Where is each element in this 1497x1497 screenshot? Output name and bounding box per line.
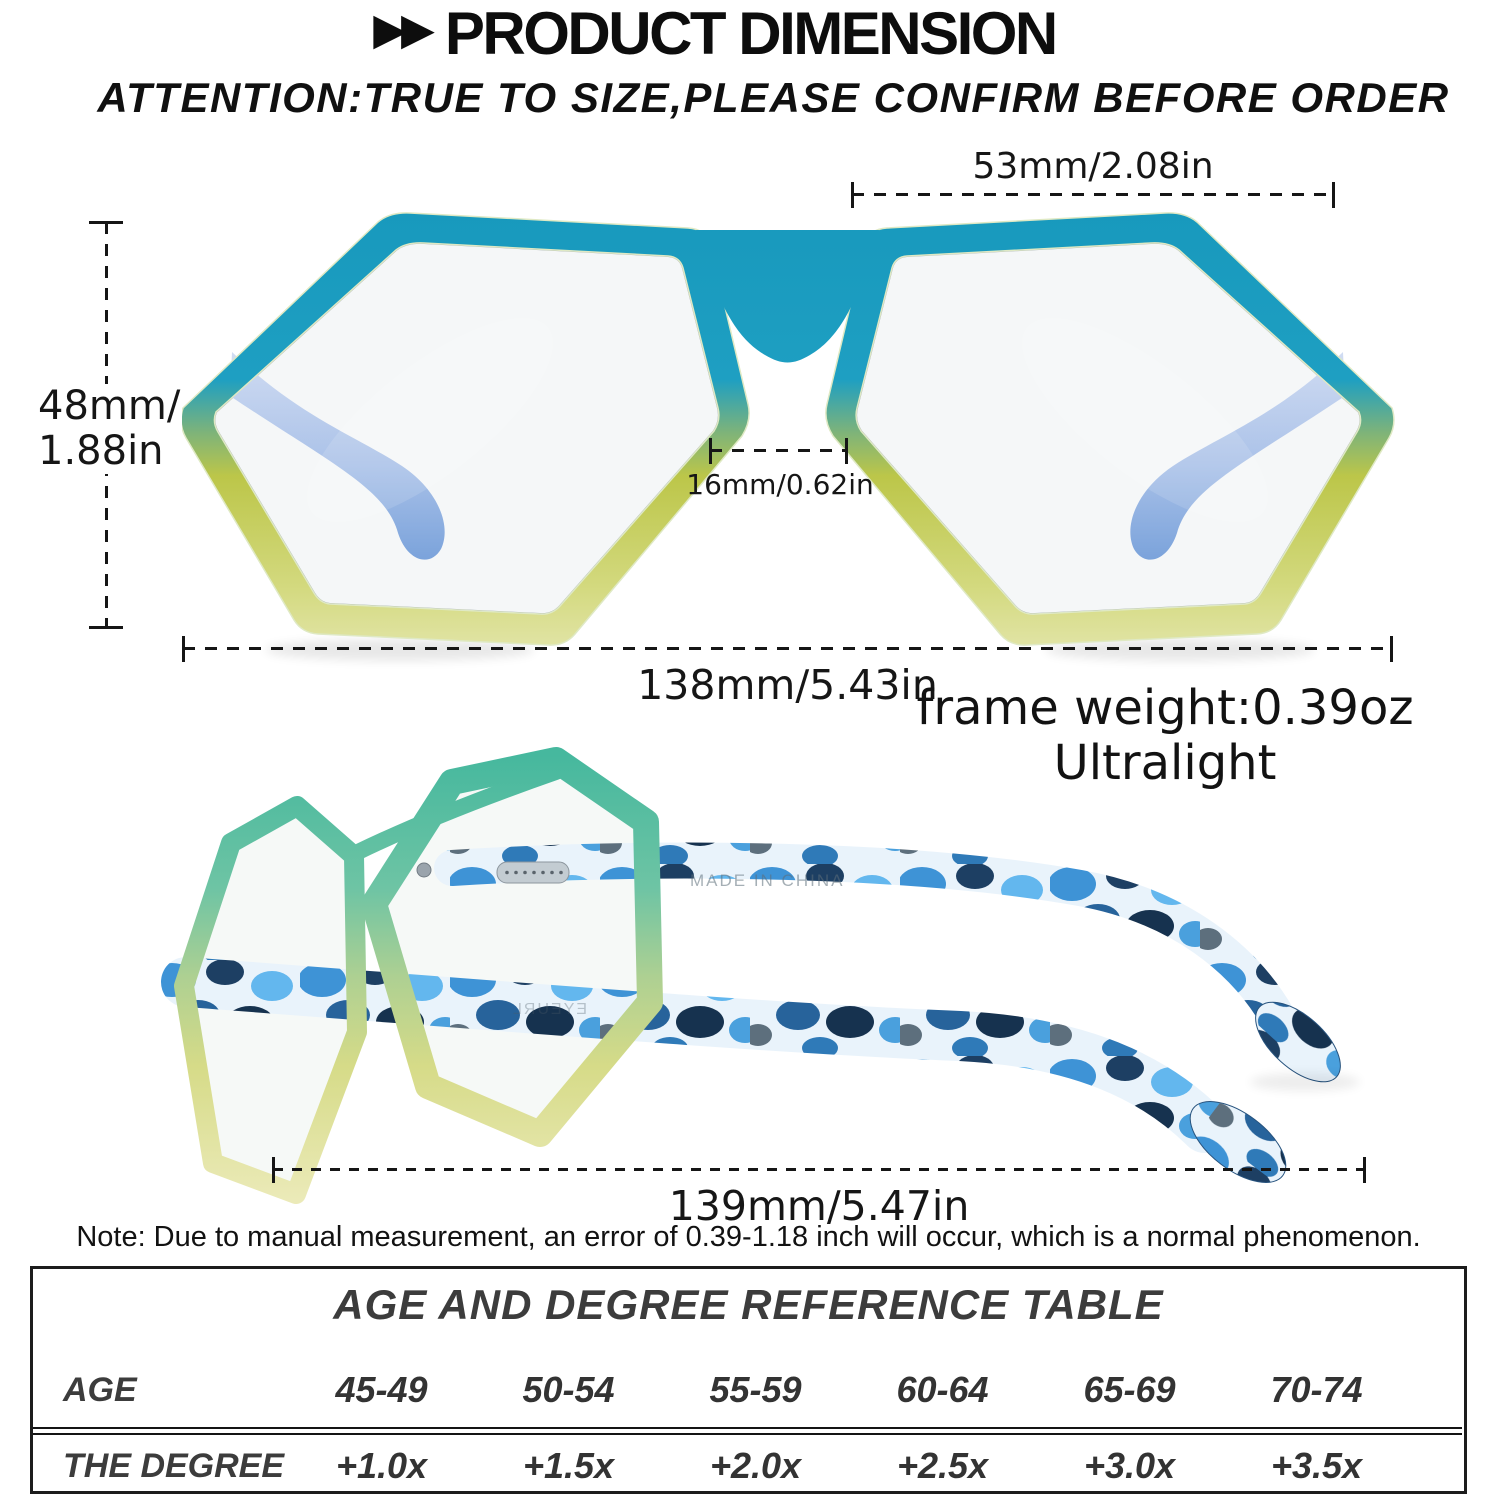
lens-highlight <box>1022 317 1268 523</box>
bridge-width-label: 16mm/0.62in <box>686 468 874 501</box>
degree-cell: +2.5x <box>896 1445 989 1486</box>
age-cell: 70-74 <box>1270 1369 1363 1410</box>
degree-cell: +3.5x <box>1270 1445 1363 1486</box>
lens-highlight <box>307 317 553 523</box>
degree-cell: +2.0x <box>709 1445 802 1486</box>
bridge <box>696 230 879 363</box>
lens-width-dimension-line <box>851 182 1335 208</box>
table-title: AGE AND DEGREE REFERENCE TABLE <box>333 1281 1164 1328</box>
page-title: PRODUCT DIMENSION <box>444 0 1058 67</box>
upper-temple <box>434 842 1296 1036</box>
right-temple-behind-lens <box>1130 352 1345 560</box>
side-far-lens-rim <box>174 796 367 1204</box>
degree-cell: +3.0x <box>1083 1445 1176 1486</box>
attention-subtitle: ATTENTION:TRUE TO SIZE,PLEASE CONFIRM BE… <box>97 74 1450 121</box>
degree-cell: +1.0x <box>335 1445 428 1486</box>
lens-height-label-line2: 1.88in <box>38 427 164 474</box>
table-row-age: AGE 45-49 50-54 55-59 60-64 65-69 70-74 <box>33 1357 1462 1423</box>
double-arrow-icon: ▶▶ <box>373 5 435 54</box>
frame-weight-block: frame weight:0.39oz Ultralight <box>910 681 1420 790</box>
row-header-degree: THE DEGREE <box>63 1446 285 1485</box>
left-temple-behind-lens <box>230 352 445 560</box>
page-title-row: ▶▶ PRODUCT DIMENSION <box>0 0 1463 67</box>
table-separator <box>33 1427 1462 1435</box>
temple-marking-brand: EYEURL <box>511 1001 587 1018</box>
frame-width-dimension-line <box>182 636 1393 662</box>
front-shadow-left <box>265 639 535 661</box>
lower-temple-tip <box>1189 1101 1287 1183</box>
hinge-teeth <box>505 870 563 875</box>
lens-width-label: 53mm/2.08in <box>972 146 1214 187</box>
frame-weight-line: frame weight:0.39oz <box>916 680 1414 736</box>
temple-length-label: 139mm/5.47in <box>668 1182 970 1230</box>
age-cell: 50-54 <box>522 1369 615 1410</box>
age-cell: 55-59 <box>709 1369 802 1410</box>
row-header-age: AGE <box>63 1370 137 1409</box>
table-row-degree: THE DEGREE +1.0x +1.5x +2.0x +2.5x +3.0x… <box>33 1439 1462 1493</box>
ultralight-line: Ultralight <box>1053 734 1277 791</box>
temple-length-dimension-line <box>272 1157 1366 1183</box>
lens-height-label-line1: 48mm/ <box>38 383 181 429</box>
hinge-screw <box>416 862 432 878</box>
side-shadow <box>1250 1073 1360 1091</box>
degree-cell: +1.5x <box>522 1445 615 1486</box>
frame-width-label: 138mm/5.43in <box>637 661 938 709</box>
age-cell: 65-69 <box>1083 1369 1176 1410</box>
bridge-dimension-line <box>709 438 848 464</box>
glasses-side-view: MADE IN CHINA EYEURL <box>161 747 1360 1204</box>
side-bridge-bar <box>350 764 564 860</box>
age-degree-reference-table: AGE AND DEGREE REFERENCE TABLE AGE 45-49… <box>30 1266 1467 1494</box>
side-near-lens-rim <box>361 747 663 1147</box>
age-cell: 60-64 <box>896 1369 989 1410</box>
temple-marking-made-in: MADE IN CHINA <box>690 871 844 890</box>
front-shadow-right <box>1045 639 1315 661</box>
lens-height-label: 48mm/ 1.88in <box>36 383 183 474</box>
age-cell: 45-49 <box>335 1369 428 1410</box>
measurement-note: Note: Due to manual measurement, an erro… <box>76 1221 1421 1253</box>
glasses-front-view <box>180 212 1395 661</box>
